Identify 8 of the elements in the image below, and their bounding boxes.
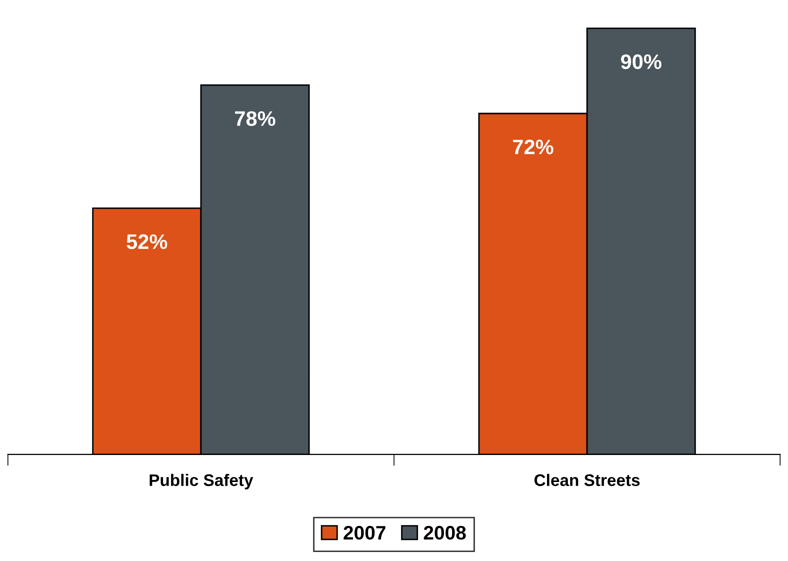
data-label: 78% xyxy=(235,111,276,126)
data-label: 90% xyxy=(620,54,662,70)
legend-label: 2008 xyxy=(424,526,466,540)
data-label: 72% xyxy=(513,140,554,154)
legend-label: 2007 xyxy=(344,526,386,540)
x-tick-label: Public Safety xyxy=(150,474,254,490)
x-tick-label: Clean Streets xyxy=(534,474,640,486)
data-label: 52% xyxy=(126,234,168,250)
